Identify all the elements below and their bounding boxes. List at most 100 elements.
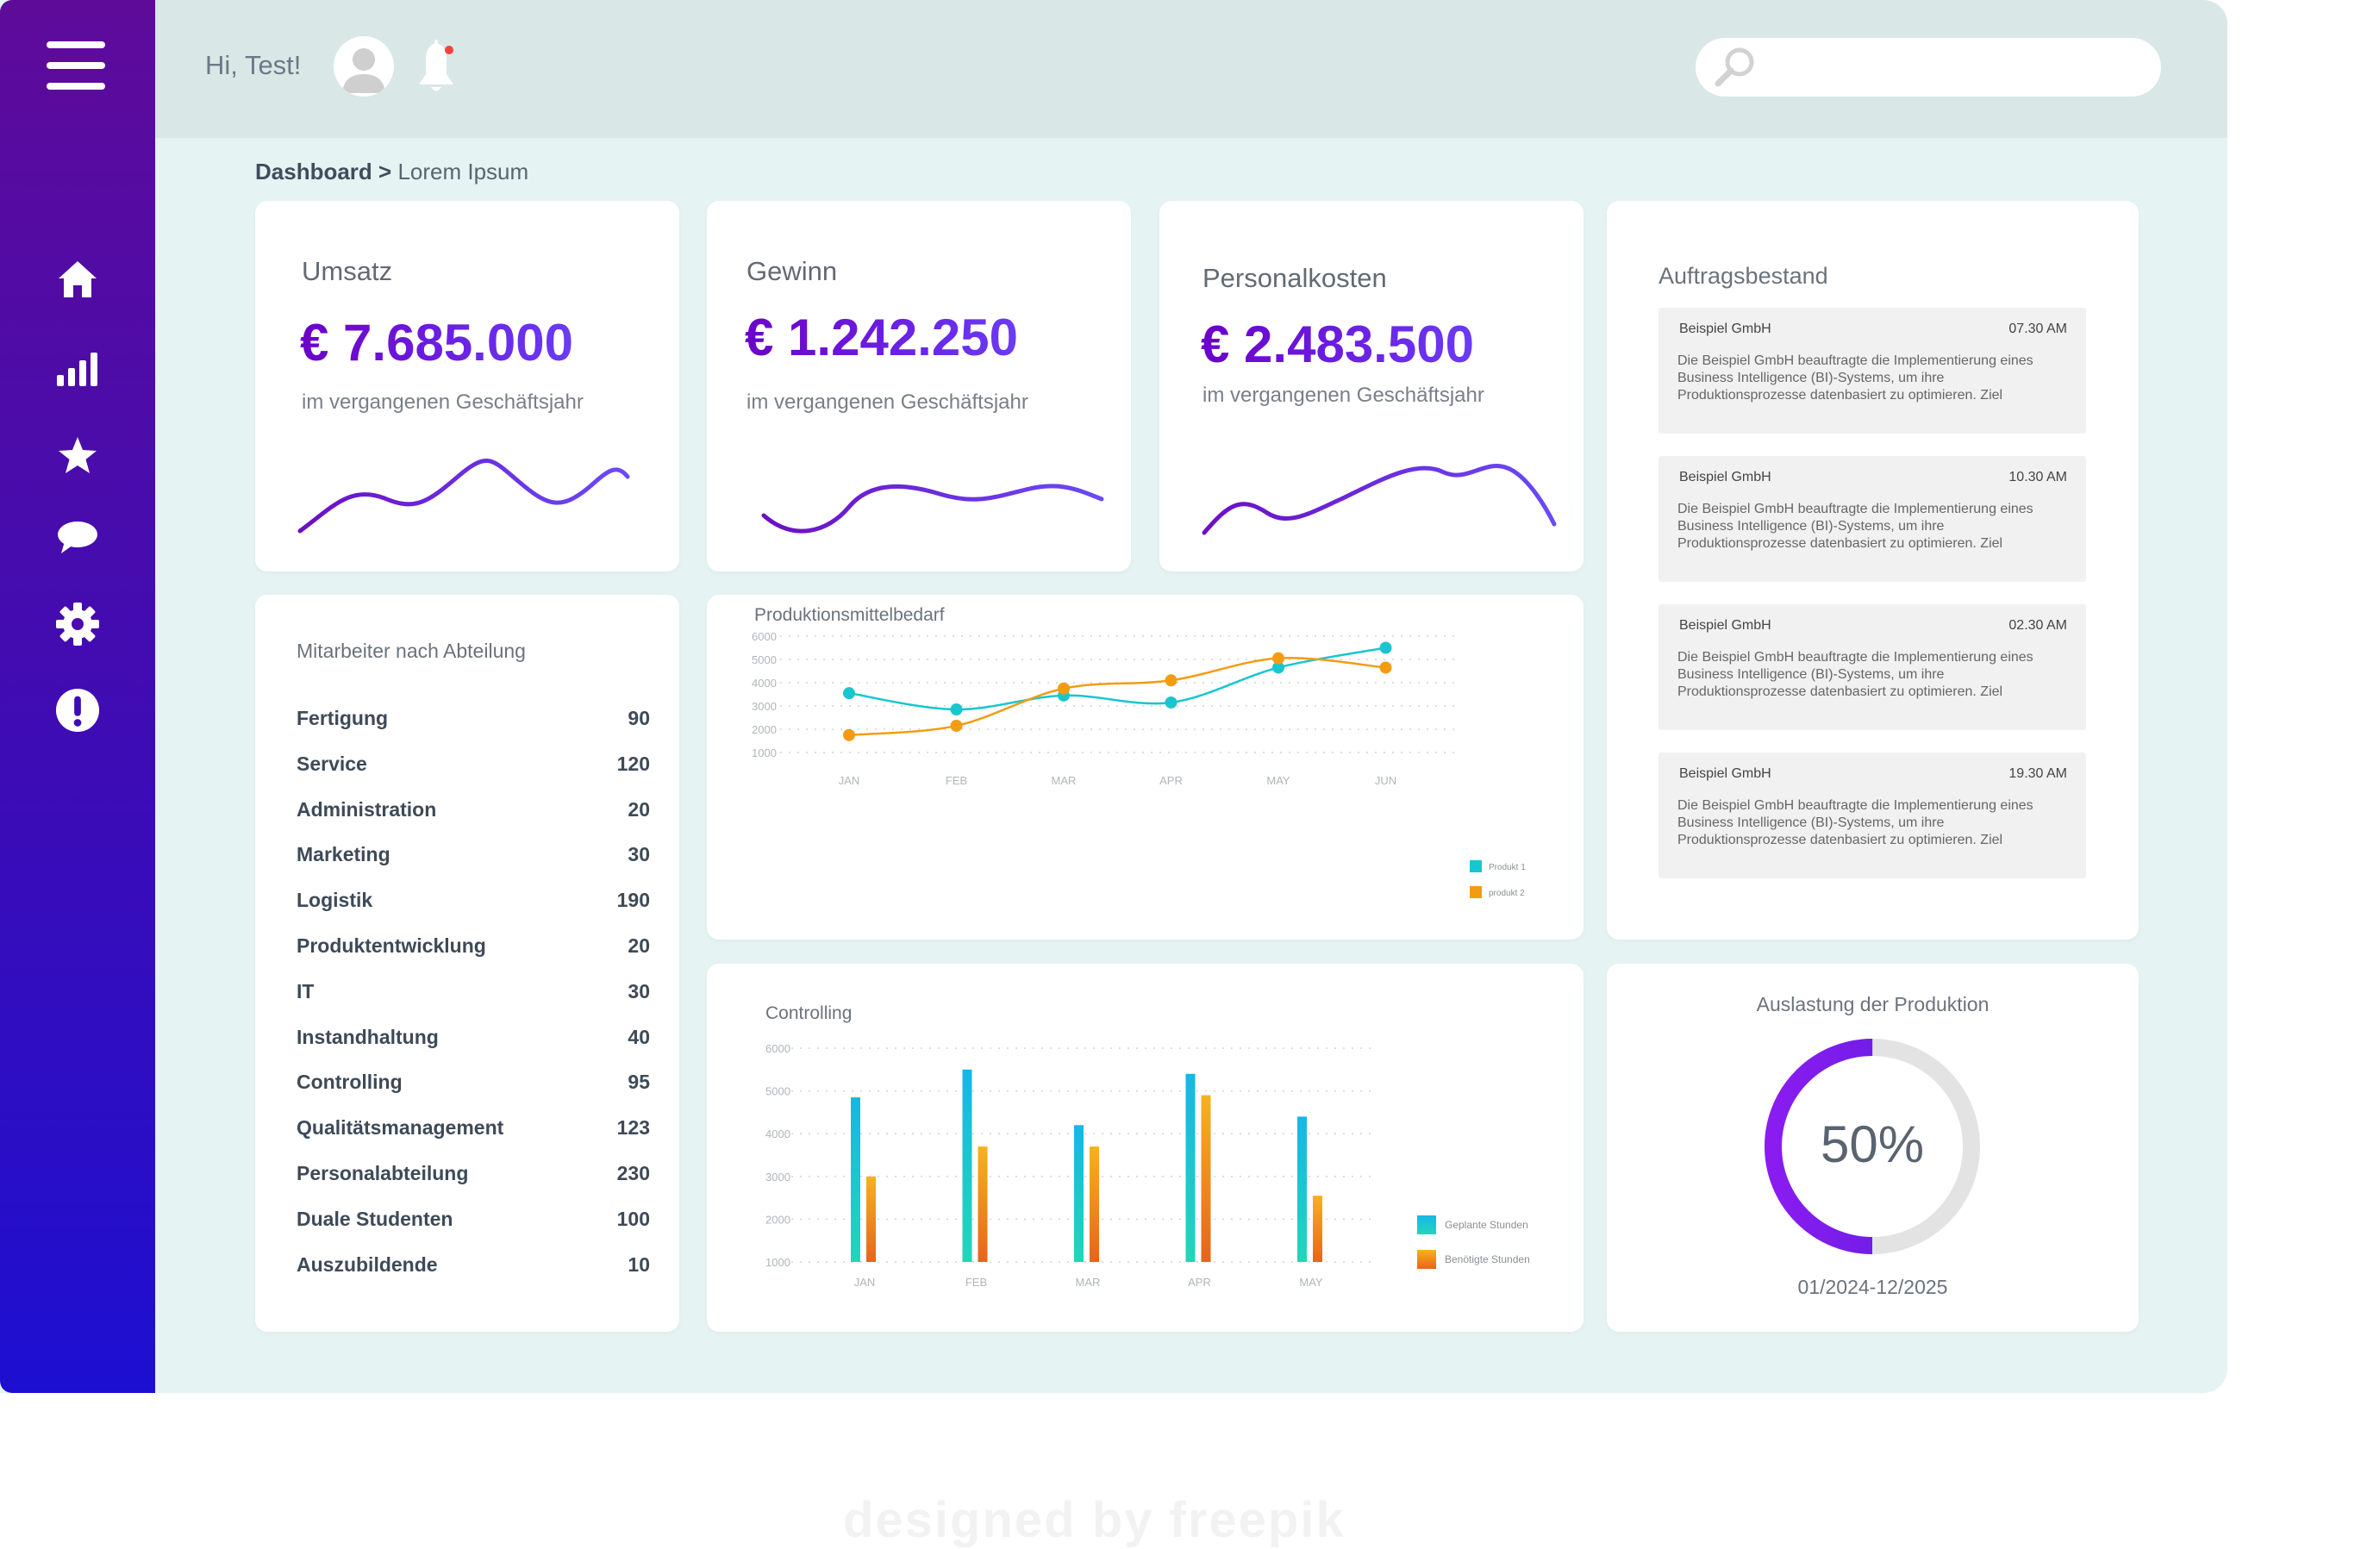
data-point[interactable] bbox=[1379, 641, 1392, 654]
data-point[interactable] bbox=[950, 703, 963, 716]
x-tick-label: FEB bbox=[965, 1276, 987, 1289]
data-point[interactable] bbox=[1272, 661, 1284, 674]
x-tick-label: APR bbox=[1159, 774, 1183, 787]
watermark-text: designed by freepik bbox=[843, 1492, 1346, 1548]
x-tick-label: JUN bbox=[1375, 774, 1396, 787]
data-point[interactable] bbox=[1379, 661, 1392, 674]
hamburger-menu-icon[interactable] bbox=[45, 38, 107, 93]
y-tick-label: 2000 bbox=[765, 1213, 790, 1226]
y-tick-label: 4000 bbox=[752, 677, 777, 690]
bar-chart-icon[interactable] bbox=[55, 347, 100, 391]
departments-title: Mitarbeiter nach Abteilung bbox=[297, 640, 526, 662]
bar[interactable] bbox=[978, 1146, 988, 1262]
legend-swatch bbox=[1417, 1250, 1436, 1269]
chart-title: Produktionsmittelbedarf bbox=[754, 605, 945, 625]
department-name: Logistik bbox=[297, 889, 373, 912]
home-icon[interactable] bbox=[55, 257, 100, 302]
data-point[interactable] bbox=[843, 728, 855, 741]
order-time: 10.30 AM bbox=[2008, 470, 2067, 484]
bar[interactable] bbox=[1201, 1095, 1211, 1262]
department-count: 10 bbox=[628, 1252, 650, 1276]
kpi-subtitle: im vergangenen Geschäftsjahr bbox=[746, 390, 1028, 414]
department-row: Administration 20 bbox=[297, 798, 650, 833]
search-input[interactable] bbox=[1696, 38, 2161, 97]
department-count: 190 bbox=[616, 889, 650, 912]
department-name: Auszubildende bbox=[297, 1252, 438, 1276]
y-tick-label: 3000 bbox=[765, 1171, 790, 1184]
departments-card: Mitarbeiter nach Abteilung Fertigung 90 Se… bbox=[255, 595, 679, 1332]
y-tick-label: 6000 bbox=[765, 1042, 790, 1055]
department-row: Fertigung 90 bbox=[297, 707, 650, 741]
x-tick-label: JAN bbox=[854, 1276, 876, 1289]
department-name: Fertigung bbox=[297, 707, 389, 729]
bar[interactable] bbox=[1297, 1116, 1307, 1262]
data-point[interactable] bbox=[950, 719, 963, 732]
utilization-donut: 50% bbox=[1765, 1039, 1980, 1254]
data-point[interactable] bbox=[1058, 682, 1070, 695]
department-name: Controlling bbox=[297, 1071, 403, 1094]
y-tick-label: 1000 bbox=[765, 1256, 790, 1269]
bar[interactable] bbox=[851, 1097, 860, 1262]
gear-icon[interactable] bbox=[55, 602, 100, 646]
department-row: Personalabteilung 230 bbox=[297, 1162, 650, 1196]
y-tick-label: 5000 bbox=[752, 653, 777, 666]
search-icon[interactable] bbox=[1714, 45, 1757, 88]
legend-label: Benötigte Stunden bbox=[1445, 1253, 1530, 1265]
x-tick-label: MAY bbox=[1299, 1276, 1323, 1289]
data-point[interactable] bbox=[1165, 696, 1178, 709]
department-count: 20 bbox=[628, 797, 650, 821]
utilization-card: Auslastung der Produktion 50% 01/2024-12… bbox=[1607, 964, 2139, 1332]
x-tick-label: FEB bbox=[946, 774, 967, 787]
department-name: IT bbox=[297, 979, 315, 1002]
controlling-bar-chart: Controlling 6000 5000 4000 3000 2000 1000 JAN FE… bbox=[765, 1003, 1530, 1289]
orders-card: Auftragsbestand Beispiel GmbH 07.30 AM Die… bbox=[1607, 201, 2139, 940]
bar[interactable] bbox=[1313, 1196, 1322, 1262]
avatar[interactable] bbox=[334, 36, 394, 97]
order-time: 19.30 AM bbox=[2008, 766, 2067, 781]
bar[interactable] bbox=[1074, 1125, 1084, 1262]
alert-icon[interactable] bbox=[55, 688, 100, 733]
order-description: Die Beispiel GmbH beauftragte die Implem… bbox=[1677, 353, 2033, 403]
order-item[interactable]: Beispiel GmbH 02.30 AM Die Beispiel GmbH b… bbox=[1659, 604, 2086, 730]
x-tick-label: MAR bbox=[1052, 774, 1077, 787]
breadcrumb-root[interactable]: Dashboard bbox=[255, 159, 372, 184]
bar[interactable] bbox=[1185, 1073, 1196, 1262]
order-time: 02.30 AM bbox=[2008, 618, 2067, 633]
department-row: Produktentwicklung 20 bbox=[297, 934, 650, 969]
order-item[interactable]: Beispiel GmbH 10.30 AM Die Beispiel GmbH b… bbox=[1659, 456, 2086, 582]
gewinn-sparkline bbox=[761, 484, 1104, 534]
legend-label: produkt 2 bbox=[1489, 889, 1525, 898]
data-point[interactable] bbox=[1272, 652, 1284, 665]
order-item[interactable]: Beispiel GmbH 07.30 AM Die Beispiel GmbH b… bbox=[1659, 308, 2086, 434]
kpi-subtitle: im vergangenen Geschäftsjahr bbox=[1202, 384, 1484, 407]
bar[interactable] bbox=[962, 1069, 972, 1262]
y-tick-label: 5000 bbox=[765, 1085, 790, 1098]
donut-progress bbox=[1765, 1039, 1980, 1254]
department-name: Qualitätsmanagement bbox=[297, 1116, 504, 1140]
kpi-subtitle: im vergangenen Geschäftsjahr bbox=[302, 390, 584, 414]
chat-bubble-icon[interactable] bbox=[55, 515, 100, 560]
utilization-percent: 50% bbox=[1821, 1115, 1924, 1173]
legend-swatch bbox=[1417, 1215, 1436, 1234]
user-avatar-icon bbox=[342, 48, 385, 93]
bar[interactable] bbox=[1090, 1146, 1099, 1262]
department-name: Produktentwicklung bbox=[297, 934, 486, 957]
legend-swatch bbox=[1470, 860, 1482, 872]
notification-bell-icon[interactable] bbox=[415, 38, 459, 98]
personalkosten-sparkline bbox=[1202, 464, 1557, 535]
data-point[interactable] bbox=[843, 687, 855, 700]
department-count: 95 bbox=[628, 1071, 650, 1094]
department-row: Duale Studenten 100 bbox=[297, 1208, 650, 1242]
production-line-chart-card: Produktionsmittelbedarf 6000 5000 4000 3000 2… bbox=[707, 595, 1584, 940]
data-point[interactable] bbox=[1165, 674, 1178, 687]
order-company: Beispiel GmbH bbox=[1679, 618, 1771, 633]
bar[interactable] bbox=[866, 1176, 876, 1262]
top-header: Hi, Test! bbox=[155, 0, 2227, 138]
star-icon[interactable] bbox=[55, 433, 100, 478]
x-tick-label: MAY bbox=[1266, 774, 1290, 787]
order-description: Die Beispiel GmbH beauftragte die Implem… bbox=[1677, 798, 2033, 847]
kpi-label: Personalkosten bbox=[1202, 263, 1387, 293]
orders-title: Auftragsbestand bbox=[1659, 263, 1828, 289]
y-tick-label: 1000 bbox=[752, 746, 777, 759]
order-item[interactable]: Beispiel GmbH 19.30 AM Die Beispiel GmbH b… bbox=[1659, 753, 2086, 878]
